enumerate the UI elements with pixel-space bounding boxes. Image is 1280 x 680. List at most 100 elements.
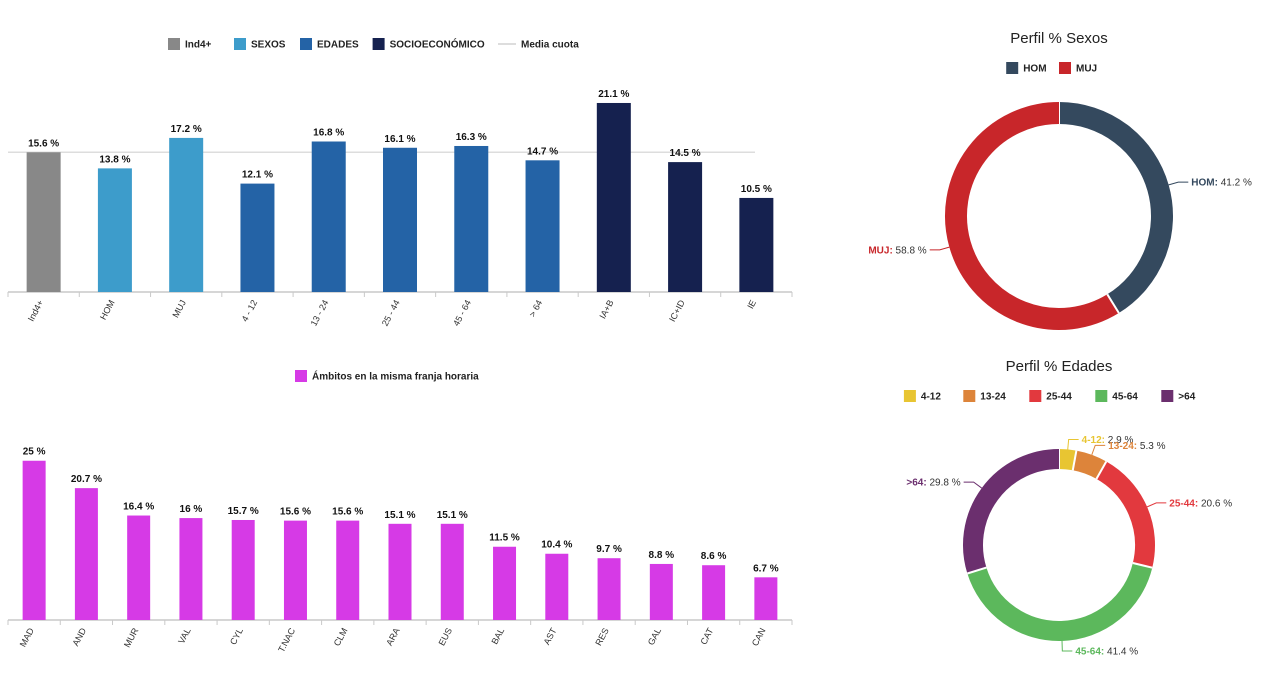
segment-value-label: 21.1 % xyxy=(598,89,629,100)
age-legend-label: 13-24 xyxy=(980,392,1006,403)
gender-slice xyxy=(1058,102,1173,314)
age-leader-line xyxy=(1061,640,1073,652)
age-legend-swatch xyxy=(963,390,976,402)
segment-category-label: 25 - 44 xyxy=(380,298,402,327)
region-value-label: 15.6 % xyxy=(332,507,363,518)
segment-category-label: > 64 xyxy=(527,298,544,318)
region-category-label: CYL xyxy=(228,626,245,646)
gender-leader-line xyxy=(1168,181,1189,186)
region-bar xyxy=(545,553,569,620)
region-bar xyxy=(22,460,46,620)
age-legend-swatch xyxy=(903,390,916,402)
age-donut-chart: Perfil % Edades 4-12 13-24 25-44 45-64 >64 4-1… xyxy=(903,358,1232,657)
region-category-label: CLM xyxy=(332,626,350,647)
gender-legend-label: HOM xyxy=(1023,64,1046,75)
gender-slice-name: MUJ: xyxy=(868,245,892,256)
age-slice xyxy=(1072,450,1107,480)
region-value-label: 15.1 % xyxy=(384,510,415,521)
gender-slice xyxy=(945,102,1119,330)
segment-legend-label: SEXOS xyxy=(251,40,286,51)
age-slice-name: 13-24: xyxy=(1108,441,1137,452)
region-bar-chart: Ámbitos en la misma franja horaria 25 % MA… xyxy=(7,370,793,654)
age-slice-label: >64: 29.8 % xyxy=(906,478,960,489)
age-slice xyxy=(1096,461,1155,568)
gender-legend-swatch xyxy=(1059,62,1071,74)
age-legend-label: 45-64 xyxy=(1112,392,1138,403)
region-category-label: AST xyxy=(542,626,559,647)
region-bar xyxy=(231,519,255,620)
segment-value-label: 16.8 % xyxy=(313,128,344,139)
region-category-label: CAN xyxy=(750,626,768,647)
age-slice xyxy=(967,562,1153,641)
age-legend-label: 25-44 xyxy=(1046,392,1072,403)
age-slice-separator xyxy=(1071,450,1078,471)
segment-category-label: MUJ xyxy=(170,298,188,319)
region-category-label: BAL xyxy=(489,626,506,646)
gender-slice-label: MUJ: 58.8 % xyxy=(868,245,926,256)
age-slice-value: 2.9 % xyxy=(1105,435,1133,446)
segment-bar xyxy=(240,183,275,292)
segment-bar xyxy=(26,152,61,292)
region-category-label: VAL xyxy=(176,626,193,645)
region-bar xyxy=(74,488,98,620)
gender-legend-label: MUJ xyxy=(1076,64,1097,75)
segment-value-label: 14.5 % xyxy=(670,148,701,159)
age-slice-value: 41.4 % xyxy=(1104,646,1138,657)
age-legend-swatch xyxy=(1095,390,1108,402)
gender-legend-swatch xyxy=(1006,62,1019,74)
segment-bar-chart: Ind4+ SEXOS EDADES SOCIOECONÓMICO Media cuot… xyxy=(7,38,793,328)
region-value-label: 8.8 % xyxy=(649,550,675,561)
segment-category-label: HOM xyxy=(98,298,117,321)
segment-bar xyxy=(454,145,489,292)
segment-bar xyxy=(596,102,631,293)
region-bar xyxy=(127,515,151,620)
region-value-label: 15.1 % xyxy=(437,510,468,521)
region-category-label: MUR xyxy=(122,626,141,649)
age-legend-label: 4-12 xyxy=(921,392,941,403)
age-slice-label: 4-12: 2.9 % xyxy=(1082,435,1134,446)
age-slice-name: >64: xyxy=(906,478,926,489)
segment-value-label: 14.7 % xyxy=(527,146,558,157)
region-legend-swatch xyxy=(295,370,307,382)
gender-slice-value: 58.8 % xyxy=(893,245,927,256)
gender-slice-label: HOM: 41.2 % xyxy=(1191,178,1252,189)
segment-legend-label: SOCIOECONÓMICO xyxy=(390,38,485,51)
region-value-label: 8.6 % xyxy=(701,551,727,562)
age-slice-separator xyxy=(967,566,987,575)
region-category-label: CAT xyxy=(698,626,715,646)
age-slice-value: 20.6 % xyxy=(1198,498,1232,509)
region-value-label: 9.7 % xyxy=(596,544,622,555)
region-bar xyxy=(754,577,778,620)
gender-donut-chart: Perfil % Sexos HOM MUJ HOM: 41.2 % MUJ: 58.8… xyxy=(868,30,1252,330)
region-legend-label: Ámbitos en la misma franja horaria xyxy=(312,370,479,383)
age-title: Perfil % Edades xyxy=(1006,358,1113,375)
region-bar xyxy=(493,546,517,620)
segment-value-label: 17.2 % xyxy=(171,124,202,135)
region-value-label: 11.5 % xyxy=(489,533,520,544)
segment-category-label: IA+B xyxy=(597,298,615,320)
age-slice-name: 4-12: xyxy=(1082,435,1105,446)
segment-value-label: 13.8 % xyxy=(99,154,130,165)
region-bar xyxy=(440,523,464,620)
region-bar xyxy=(336,520,360,620)
region-bar xyxy=(388,523,412,620)
segment-legend-swatch xyxy=(168,38,180,50)
age-slice-separator xyxy=(1132,562,1153,569)
age-leader-line xyxy=(1067,438,1079,450)
age-slice-value: 29.8 % xyxy=(927,478,961,489)
region-category-label: RES xyxy=(593,626,611,647)
region-value-label: 15.6 % xyxy=(280,507,311,518)
region-value-label: 15.7 % xyxy=(228,506,259,517)
age-slice-name: 45-64: xyxy=(1075,646,1104,657)
segment-bar xyxy=(311,141,346,292)
region-bar xyxy=(597,558,621,620)
region-category-label: AND xyxy=(70,626,88,648)
segment-value-label: 10.5 % xyxy=(741,184,772,195)
region-category-label: ARA xyxy=(384,626,402,647)
region-bar xyxy=(649,563,673,620)
segment-legend-swatch xyxy=(300,38,312,50)
age-slice-separator xyxy=(1095,460,1108,480)
segment-value-label: 16.1 % xyxy=(384,134,415,145)
age-legend-label: >64 xyxy=(1178,392,1195,403)
segment-category-label: IE xyxy=(745,298,758,310)
